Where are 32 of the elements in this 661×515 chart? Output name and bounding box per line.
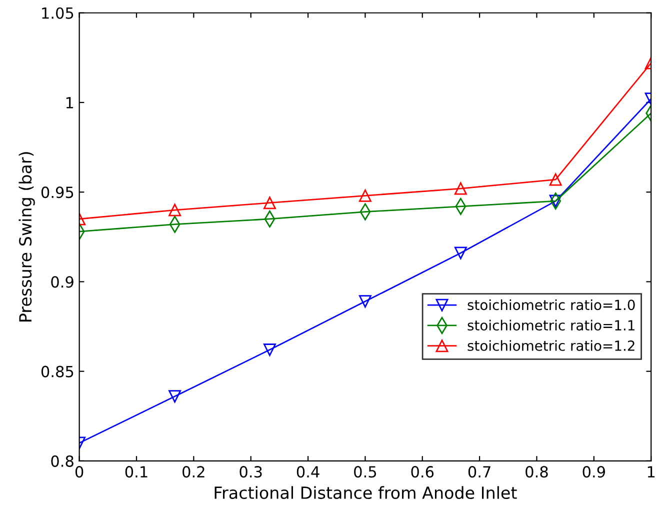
legend-label: stoichiometric ratio=1.1 bbox=[468, 320, 634, 331]
y-tick-label: 1 bbox=[66, 97, 74, 108]
x-tick-label: 0.2 bbox=[182, 466, 204, 478]
point bbox=[454, 182, 467, 195]
x-tick-label: 0.9 bbox=[582, 466, 605, 478]
point bbox=[263, 196, 276, 210]
x-axis-title: Fractional Distance from Anode Inlet bbox=[214, 486, 517, 500]
x-tick-label: 0 bbox=[75, 466, 84, 478]
point bbox=[168, 390, 182, 403]
y-tick-label: 0.8 bbox=[51, 455, 74, 467]
point bbox=[454, 246, 467, 260]
x-tick-label: 0.4 bbox=[296, 466, 320, 478]
x-tick-label: 1 bbox=[648, 466, 655, 478]
y-axis-title: Pressure Swing (bar) bbox=[18, 152, 35, 322]
x-tick-label: 0.7 bbox=[468, 466, 490, 478]
x-tick-label: 0.5 bbox=[354, 466, 376, 478]
point bbox=[168, 204, 182, 216]
point bbox=[549, 173, 562, 186]
legend-label: stoichiometric ratio=1.0 bbox=[468, 299, 635, 310]
legend-label: stoichiometric ratio=1.2 bbox=[468, 340, 634, 351]
x-tick-label: 0.1 bbox=[125, 466, 148, 478]
x-tick-label: 0.8 bbox=[526, 466, 548, 478]
point bbox=[549, 194, 562, 208]
y-tick-label: 0.95 bbox=[41, 186, 74, 198]
point bbox=[263, 344, 276, 356]
y-tick-label: 0.9 bbox=[51, 276, 74, 288]
x-tick-label: 0.3 bbox=[240, 466, 262, 478]
point bbox=[358, 189, 372, 202]
y-tick-label: 0.85 bbox=[41, 366, 74, 378]
point bbox=[358, 295, 372, 308]
x-tick-label: 0.6 bbox=[411, 466, 434, 478]
y-tick-label: 1.05 bbox=[42, 7, 74, 19]
